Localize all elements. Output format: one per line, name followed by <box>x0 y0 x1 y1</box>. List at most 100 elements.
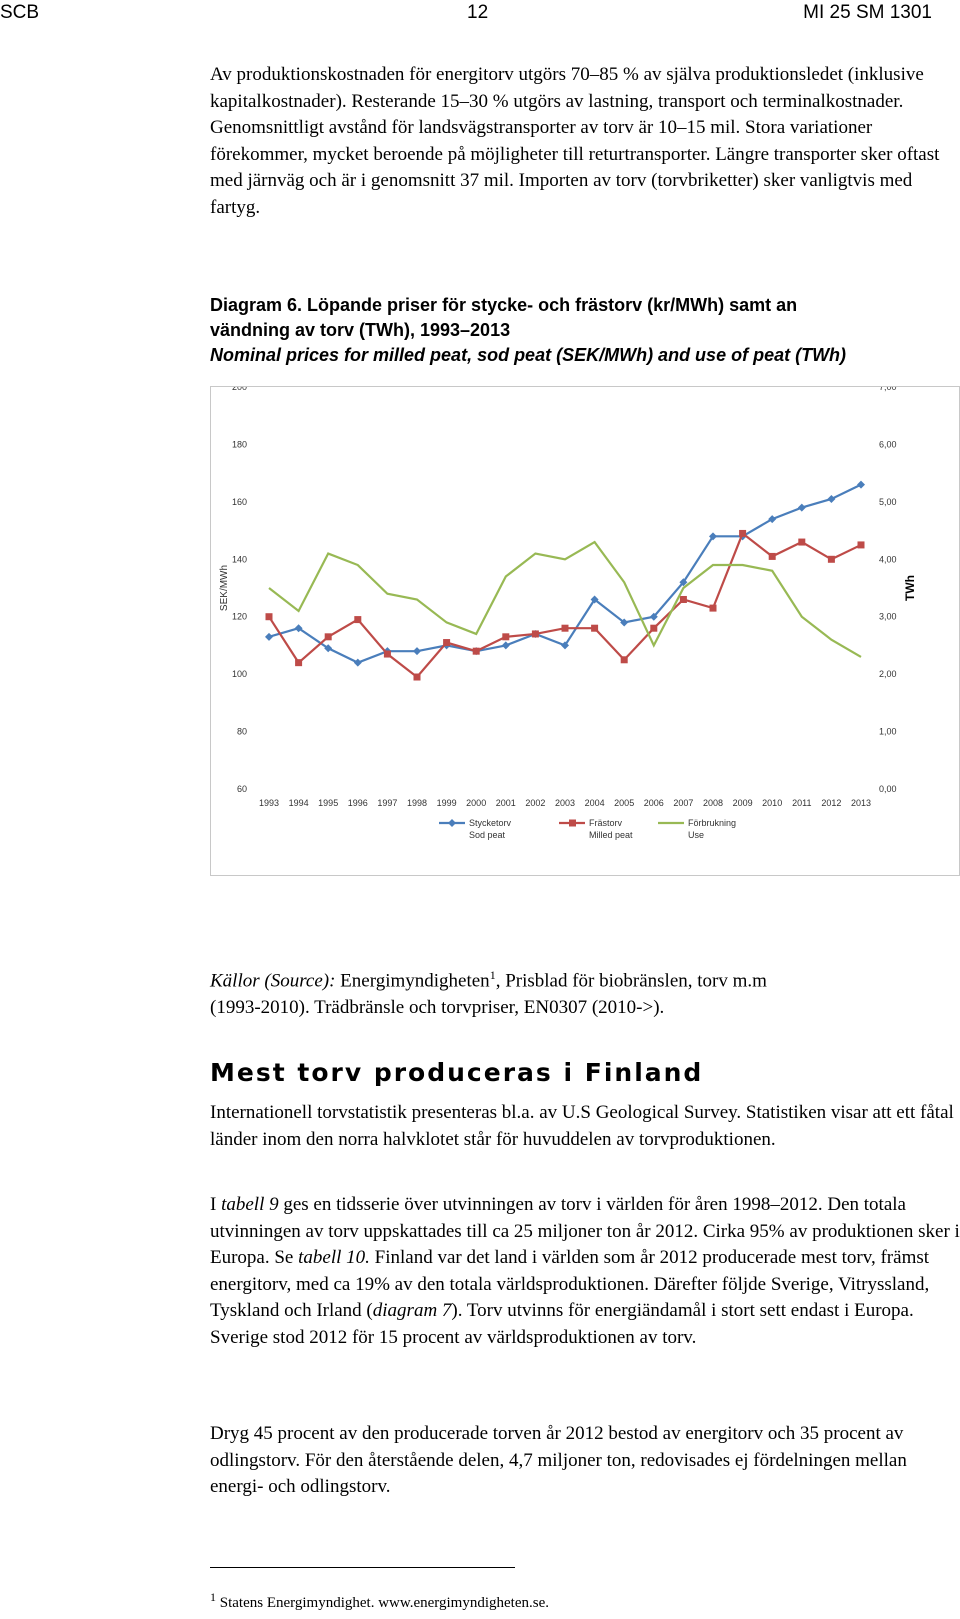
legend-marker-0 <box>448 819 456 827</box>
diagram-title-line1: Diagram 6. Löpande priser för stycke- oc… <box>210 295 798 315</box>
legend-marker-1 <box>569 819 576 827</box>
sod-peat-point <box>501 641 510 650</box>
y-tick-label: 180 <box>232 439 247 449</box>
milled-peat-point <box>620 656 628 664</box>
footnote: 1 Statens Energimyndighet. www.energimyn… <box>210 1590 549 1612</box>
x-tick-label: 2000 <box>466 798 486 808</box>
paragraph-1: Internationell torvstatistik presenteras… <box>210 1102 954 1150</box>
footnote-text: Statens Energimyndighet. www.energimyndi… <box>216 1595 549 1611</box>
chart-container: 60 80 100 120 140 160 180 200 0,00 1,00 2,00 3,00 4,… <box>210 386 960 876</box>
legend-label-alt-1: Milled peat <box>589 830 633 840</box>
y2-tick-label: 7,00 <box>879 387 897 392</box>
source-footnote-ref: 1 <box>489 968 496 982</box>
series-line-2 <box>268 540 862 658</box>
sod-peat-point <box>797 503 806 512</box>
milled-peat-point <box>265 613 273 621</box>
sod-peat-point <box>679 578 688 587</box>
source-label: Källor (Source): <box>210 970 336 992</box>
para2-text-3: Finland var det land i världen som år 20… <box>210 1247 930 1321</box>
sod-peat-point <box>413 647 421 656</box>
sod-peat-point <box>265 632 273 641</box>
x-tick-label: 1999 <box>437 798 457 808</box>
milled-peat-point <box>591 624 599 632</box>
page-number: 12 <box>467 2 489 23</box>
y2-tick-label: 5,00 <box>879 497 897 507</box>
y-tick-label: 100 <box>232 669 247 679</box>
milled-peat-point <box>354 616 362 624</box>
sod-peat-point <box>620 618 629 627</box>
diagram-title-line2: vändning av torv (TWh), 1993–2013 <box>210 320 511 340</box>
source-text-2: , Prisblad för biobränslen, torv m.m <box>495 970 767 992</box>
para2-text-4: ). Torv utvinns för energiändamål i stor… <box>210 1300 914 1348</box>
sod-peat-point <box>709 532 717 541</box>
milled-peat-point <box>531 630 539 638</box>
y2-tick-label: 2,00 <box>879 669 897 679</box>
x-tick-label: 2005 <box>614 798 634 808</box>
x-tick-label: 2010 <box>762 798 782 808</box>
paragraph-2: I tabell 9 ges en tidsserie över utvinni… <box>210 1192 960 1351</box>
sod-peat-point <box>649 612 658 621</box>
x-tick-label: 1993 <box>259 798 279 808</box>
y-tick-label: 80 <box>237 727 247 737</box>
para2-text-1: I <box>210 1194 222 1215</box>
x-tick-label: 2009 <box>733 798 753 808</box>
milled-peat-point <box>413 673 421 681</box>
y2-tick-label: 6,00 <box>879 439 897 449</box>
milled-peat-point <box>709 604 717 612</box>
milled-peat-point <box>324 633 332 641</box>
y-tick-label: 140 <box>232 554 247 564</box>
paragraph-3: Dryg 45 procent av den producerade torve… <box>210 1423 907 1497</box>
milled-peat-point <box>502 633 510 641</box>
y2-axis-label: TWh <box>903 575 917 601</box>
x-tick-label: 2001 <box>496 798 516 808</box>
milled-peat-point <box>827 555 835 563</box>
milled-peat-point <box>472 647 480 655</box>
source-line-2: (1993-2010). Trädbränsle och torvpriser,… <box>210 996 665 1018</box>
milled-peat-point <box>679 595 687 603</box>
x-tick-label: 2003 <box>555 798 575 808</box>
table-9-ref: tabell 9 <box>221 1194 279 1215</box>
x-tick-label: 2013 <box>851 798 871 808</box>
milled-peat-point <box>857 541 865 549</box>
x-tick-label: 1998 <box>407 798 427 808</box>
section-title: Mest torv produceras i Finland <box>210 1058 704 1087</box>
legend-label-1: Frästorv <box>589 818 623 828</box>
y-tick-label: 160 <box>232 497 247 507</box>
para2-text-2: ges en tidsserie över utvinningen av tor… <box>210 1194 960 1268</box>
milled-peat-point <box>561 624 569 632</box>
y-tick-label: 200 <box>232 387 247 392</box>
footnote-number: 1 <box>210 1590 216 1604</box>
milled-peat-point <box>295 659 303 667</box>
y-axis-label: SEK/MWh <box>219 565 230 611</box>
y2-tick-label: 1,00 <box>879 727 897 737</box>
y2-tick-label: 4,00 <box>879 554 897 564</box>
legend-label-2: Förbrukning <box>688 818 736 828</box>
sod-peat-point <box>768 515 777 524</box>
x-tick-label: 1995 <box>318 798 338 808</box>
header-right: MI 25 SM 1301 <box>803 2 932 23</box>
diagram-subtitle: Nominal prices for milled peat, sod peat… <box>210 345 847 365</box>
sod-peat-point <box>294 624 303 633</box>
milled-peat-point <box>650 624 658 632</box>
x-tick-label: 2012 <box>821 798 841 808</box>
milled-peat-point <box>768 552 776 560</box>
sod-peat-point <box>324 644 333 653</box>
x-tick-label: 2008 <box>703 798 723 808</box>
milled-peat-point <box>798 538 806 546</box>
x-tick-label: 1994 <box>289 798 309 808</box>
y-tick-label: 120 <box>232 612 247 622</box>
y2-tick-label: 0,00 <box>879 784 897 794</box>
milled-peat-point <box>383 650 391 658</box>
intro-paragraph: Av produktionskostnaden för energitorv u… <box>210 64 940 218</box>
sod-peat-point <box>353 658 362 667</box>
diagram-7-ref: diagram 7 <box>372 1300 452 1321</box>
diagram-heading: Diagram 6. Löpande priser för stycke- oc… <box>210 293 960 368</box>
y2-tick-label: 3,00 <box>879 612 897 622</box>
x-tick-label: 2011 <box>792 798 811 808</box>
x-tick-label: 1996 <box>348 798 368 808</box>
series-line-0 <box>268 483 862 664</box>
legend-label-alt-0: Sod peat <box>469 830 506 840</box>
milled-peat-point <box>739 529 747 537</box>
sod-peat-point <box>590 595 599 604</box>
sod-peat-point <box>561 641 569 650</box>
